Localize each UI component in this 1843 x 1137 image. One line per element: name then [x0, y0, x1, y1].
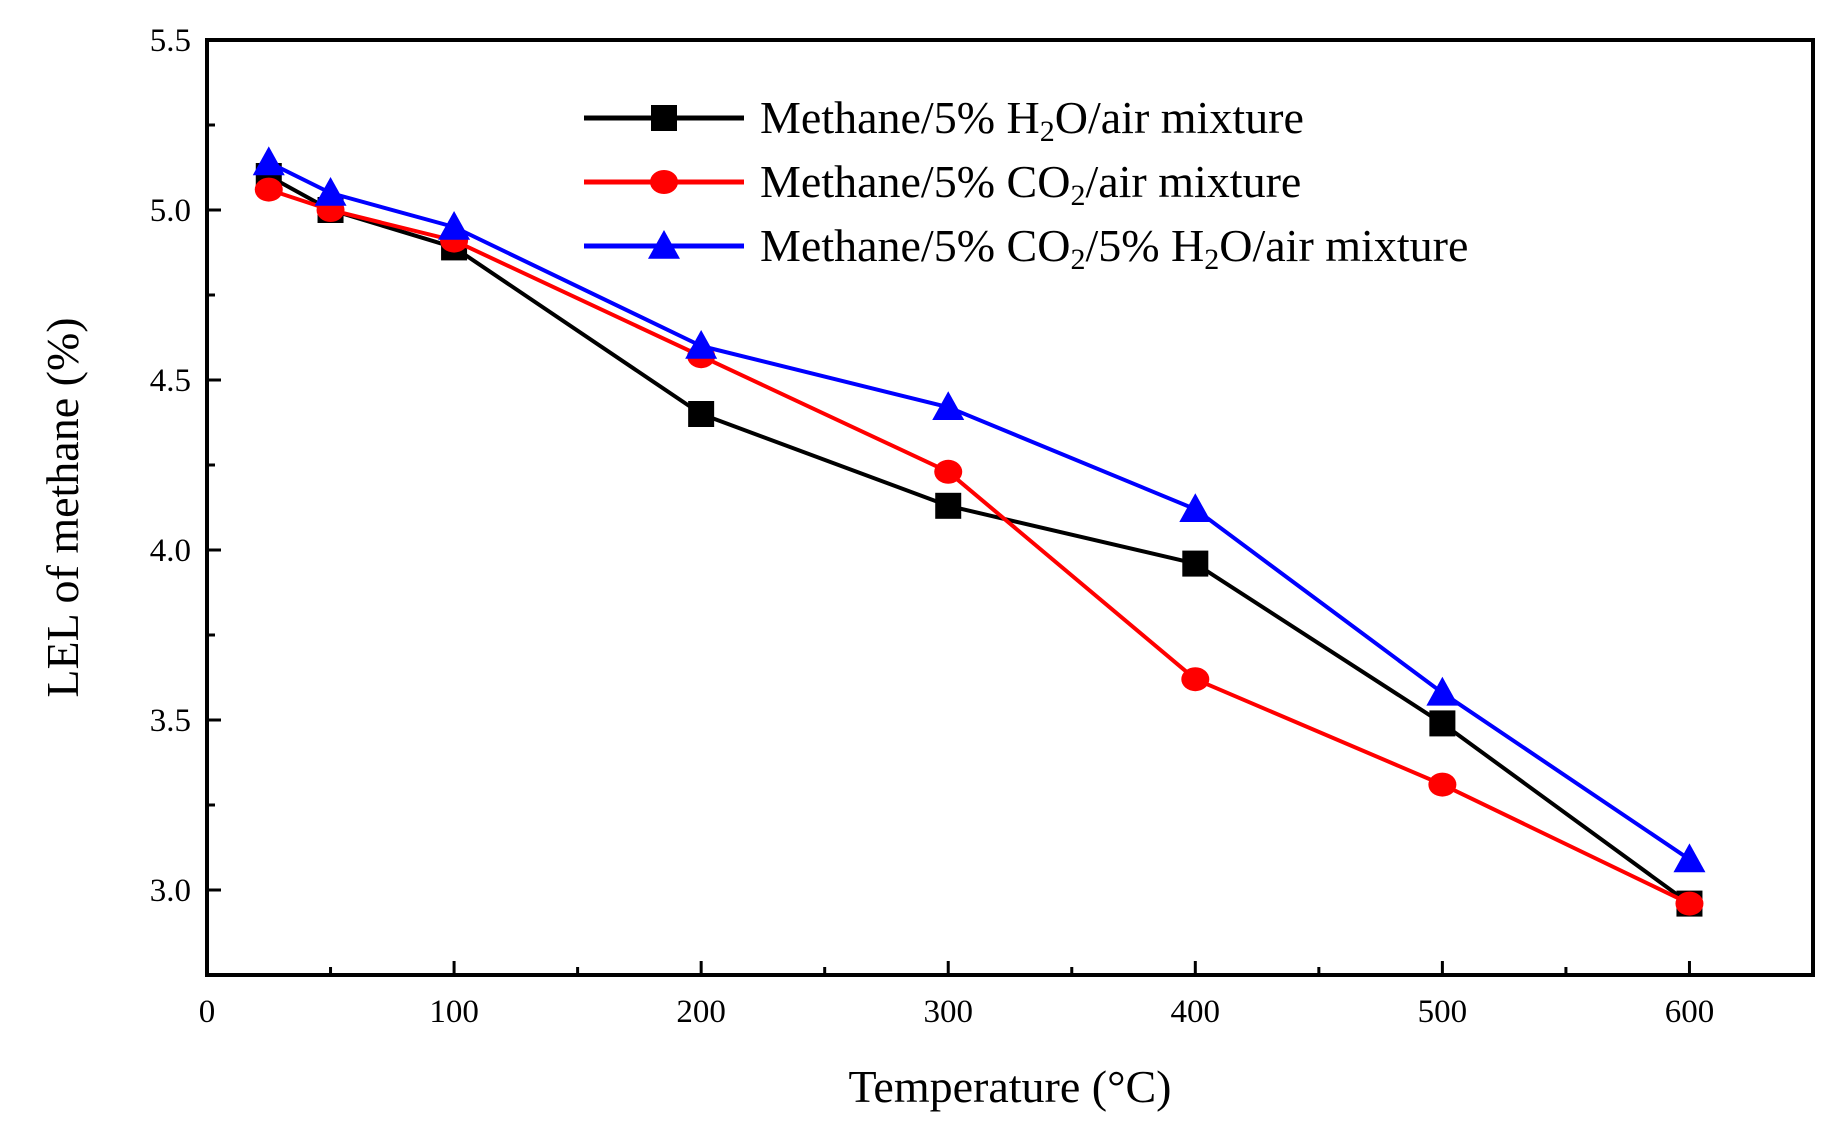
series-3: [252, 146, 1706, 873]
legend-label: Methane/5% CO2/5% H2O/air mixture: [760, 220, 1468, 276]
legend-marker: [651, 105, 677, 131]
legend-label: Methane/5% CO2/air mixture: [760, 156, 1301, 212]
legend-marker: [648, 230, 680, 259]
y-tick-label: 3.0: [150, 873, 191, 909]
y-axis: 3.0 3.5 4.0 4.5 5.0 5.5: [150, 23, 221, 977]
data-point: [1429, 710, 1456, 737]
data-point: [1675, 891, 1704, 916]
x-axis-title: Temperature (°C): [849, 1061, 1172, 1112]
legend-entry: Methane/5% H2O/air mixture: [584, 92, 1304, 148]
y-tick-label: 4.0: [150, 533, 191, 569]
data-point: [685, 330, 718, 359]
x-tick-label: 200: [676, 994, 726, 1030]
legend-entry: Methane/5% CO2/5% H2O/air mixture: [584, 220, 1468, 276]
data-point: [254, 177, 283, 202]
data-point: [1181, 667, 1210, 692]
y-tick-label: 5.0: [150, 193, 191, 229]
series-2: [254, 177, 1704, 916]
x-tick-label: 500: [1418, 994, 1468, 1030]
series-line: [267, 174, 1691, 906]
x-tick-label: 100: [429, 994, 479, 1030]
data-point: [314, 177, 347, 206]
y-axis-title: LEL of methane (%): [37, 317, 88, 697]
data-point: [934, 459, 963, 484]
data-point: [1673, 843, 1706, 873]
series-line: [268, 187, 1691, 906]
data-point: [1428, 772, 1457, 797]
data-point: [935, 492, 962, 519]
series-line: [267, 160, 1691, 862]
x-tick-label: 300: [923, 994, 973, 1030]
legend-label: Methane/5% H2O/air mixture: [760, 92, 1304, 148]
x-axis: 0 100 200 300 400 500 600: [199, 961, 1714, 1030]
legend-entry: Methane/5% CO2/air mixture: [584, 156, 1301, 212]
x-tick-label: 600: [1665, 994, 1715, 1030]
y-tick-label: 5.5: [150, 23, 191, 59]
data-point: [1179, 493, 1212, 522]
series-layer: [252, 146, 1706, 917]
data-point: [932, 391, 965, 420]
x-tick-label: 0: [199, 994, 216, 1030]
y-tick-label: 4.5: [150, 363, 191, 399]
plot-frame: [205, 38, 1815, 977]
legend-marker: [650, 170, 678, 194]
data-point: [438, 211, 471, 240]
x-tick-label: 400: [1171, 994, 1221, 1030]
data-point: [1426, 676, 1459, 706]
data-point: [252, 146, 285, 176]
data-point: [1182, 550, 1209, 577]
data-point: [688, 401, 715, 427]
legend: Methane/5% H2O/air mixture Methane/5% CO2…: [584, 92, 1468, 276]
y-tick-label: 3.5: [150, 703, 191, 739]
